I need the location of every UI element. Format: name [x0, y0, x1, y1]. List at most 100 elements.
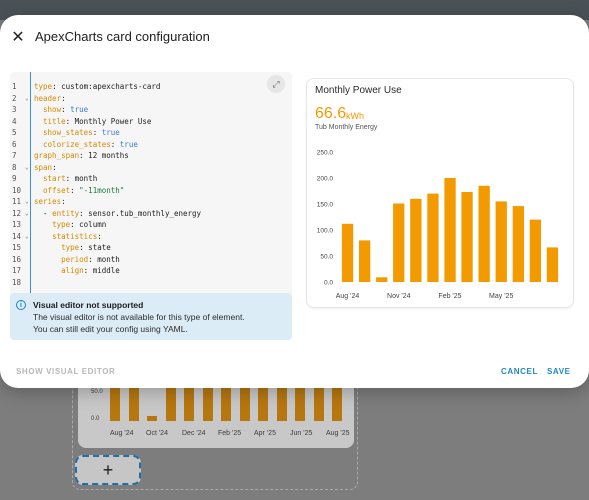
chart-bar[interactable]	[461, 192, 473, 282]
plus-icon: +	[102, 459, 114, 480]
editor-focus-line	[30, 72, 31, 299]
chart-bar[interactable]	[393, 203, 405, 283]
code-line: graph_span: 12 months	[34, 150, 201, 162]
background-chart-bar	[184, 381, 194, 421]
fold-chevron-icon[interactable]: ⌄	[25, 163, 29, 171]
code-token: true	[119, 139, 138, 149]
code-line: - entity: sensor.tub_monthly_energy	[34, 208, 201, 220]
code-token: start	[43, 174, 66, 183]
code-token: graph_span	[34, 151, 80, 160]
line-number: 13	[12, 220, 22, 229]
chart-bar[interactable]	[546, 247, 559, 282]
y-tick-label: 250.0	[317, 150, 334, 157]
show-visual-editor-button[interactable]: SHOW VISUAL EDITOR	[16, 367, 116, 376]
line-number: 3	[12, 105, 17, 114]
code-token: period	[61, 254, 89, 264]
line-number: 16	[12, 254, 22, 264]
fullscreen-icon[interactable]: ⤢	[267, 75, 285, 93]
yaml-code-editor[interactable]: 1 2 ⌄ 3 4 5 6 7 8 ⌄ 9 10 11 ⌄ 12 ⌄ 13 14 ⌄ 15 16 17 18 type: c…	[10, 72, 292, 299]
chart-bar[interactable]	[341, 223, 354, 282]
x-tick-label: Nov '24	[387, 293, 411, 300]
code-token: type	[52, 220, 71, 229]
background-x-tick-label: Feb '25	[218, 430, 242, 437]
fold-chevron-icon[interactable]: ⌄	[25, 94, 29, 102]
line-number-gutter: 1 2 ⌄ 3 4 5 6 7 8 ⌄ 9 10 11 ⌄ 12 ⌄ 13 14 ⌄ 15 16 17 18	[10, 81, 40, 288]
code-token	[34, 174, 43, 183]
code-line: type: custom:apexcharts-card	[34, 81, 201, 93]
y-tick-label: 50.0	[320, 254, 333, 261]
yaml-code[interactable]: type: custom:apexcharts-card header: show…	[34, 81, 201, 288]
background-chart-bar	[332, 381, 342, 421]
code-token: -	[34, 208, 53, 218]
line-number: 18	[12, 277, 22, 287]
state-value: 66.6	[315, 105, 347, 122]
code-token: :	[110, 139, 120, 149]
code-token	[34, 186, 43, 195]
fold-chevron-icon[interactable]: ⌄	[25, 198, 29, 205]
code-token: offset	[43, 185, 71, 195]
code-token	[34, 266, 61, 275]
code-line: align: middle	[34, 265, 201, 277]
background-chart-bar	[258, 381, 268, 421]
line-number: 2 ⌄	[12, 93, 29, 103]
chart-bar[interactable]	[444, 178, 456, 282]
y-tick-label: 150.0	[317, 202, 334, 209]
code-token: :	[70, 185, 80, 195]
fold-chevron-icon[interactable]: ⌄	[25, 232, 29, 240]
alert-title: Visual editor not supported	[33, 300, 144, 310]
code-token: : column	[70, 220, 107, 229]
background-x-tick-label: Jun '25	[290, 430, 313, 437]
code-token	[34, 140, 43, 149]
code-token	[34, 243, 61, 252]
chart-bar[interactable]	[512, 206, 524, 282]
code-token: :	[52, 162, 57, 172]
code-token: title	[43, 116, 66, 126]
code-token: show_states	[43, 128, 93, 137]
background-chart-bar	[313, 381, 324, 421]
save-button[interactable]: SAVE	[547, 367, 571, 376]
code-token: header	[34, 93, 62, 103]
background-x-tick-label: Apr '25	[254, 430, 276, 437]
code-token: : sensor.tub_monthly_energy	[79, 208, 202, 218]
y-tick-label: 200.0	[317, 176, 334, 183]
code-token: type	[34, 82, 53, 91]
line-number: 12 ⌄	[12, 208, 29, 218]
background-chart-bar	[221, 381, 231, 421]
background-x-tick-label: Aug '24	[110, 430, 134, 437]
code-token: type	[61, 243, 80, 252]
background-chart-bar	[147, 415, 157, 421]
background-chart-bar	[165, 381, 176, 421]
x-tick-label: Aug '24	[336, 293, 360, 300]
line-number: 15	[12, 243, 22, 252]
chart-bar[interactable]	[359, 240, 371, 282]
chart-bar[interactable]	[478, 185, 490, 282]
code-line	[34, 277, 201, 289]
code-line: span:	[34, 162, 201, 174]
y-tick-label: 100.0	[317, 228, 334, 235]
fold-chevron-icon[interactable]: ⌄	[25, 209, 29, 217]
code-token: : state	[79, 243, 111, 252]
code-token: : month	[65, 174, 98, 183]
background-chart-bar	[239, 381, 250, 421]
x-tick-label: May '25	[489, 293, 513, 300]
code-line: statistics:	[34, 231, 201, 243]
monthly-power-chart: 0.0 50.0 100.0 150.0 200.0 250.0 Aug '24 Nov '2…	[317, 150, 559, 300]
code-token: : middle	[83, 266, 120, 275]
code-token: :	[61, 197, 66, 206]
close-icon[interactable]: ✕	[11, 29, 25, 46]
chart-bar[interactable]	[410, 198, 422, 282]
code-token	[34, 128, 43, 137]
code-token: : month	[88, 254, 120, 264]
state-name: Tub Monthly Energy	[315, 124, 378, 131]
state-unit: kWh	[346, 111, 364, 121]
chart-bar[interactable]	[529, 219, 541, 282]
chart-bar[interactable]	[427, 193, 439, 282]
background-y-tick-label: 50.0	[91, 389, 103, 395]
line-number: 10	[12, 185, 22, 195]
cancel-button[interactable]: CANCEL	[501, 367, 538, 376]
chart-bar[interactable]	[495, 201, 507, 282]
background-chart-bar	[276, 381, 287, 421]
chart-bar[interactable]	[376, 277, 388, 282]
add-card-button[interactable]: +	[75, 455, 141, 485]
line-number: 7	[12, 151, 17, 160]
